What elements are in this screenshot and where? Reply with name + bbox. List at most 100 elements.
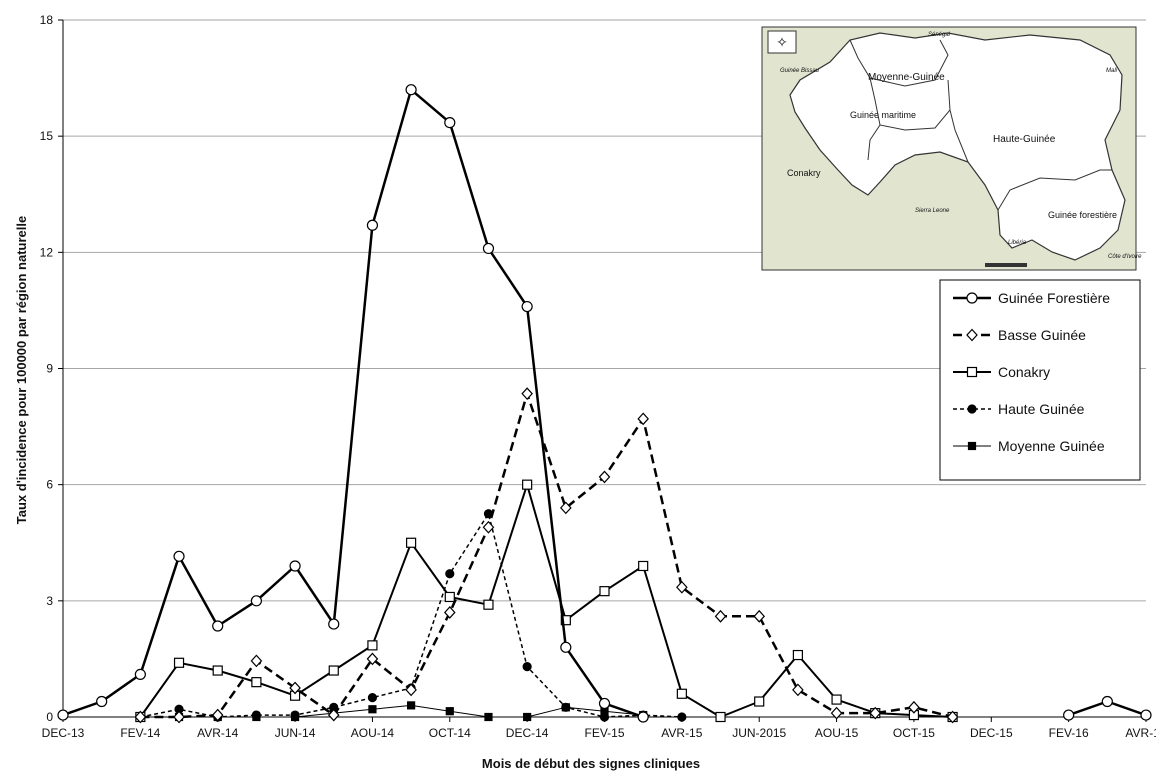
series-3-point-0-4 (290, 710, 300, 720)
series-1-point-0-0 (134, 710, 147, 724)
series-2-line-0 (139, 483, 953, 718)
y-axis-title: Taux d'incidence pour 100000 par région … (14, 216, 29, 524)
y-tick-label-2: 6 (46, 478, 53, 492)
y-tick-label-0: 0 (46, 710, 53, 724)
x-tick-label-8: AVR-15 (661, 726, 702, 740)
map-label-haute-guinee: Haute-Guinée (993, 134, 1056, 145)
y-tick-label-4: 12 (40, 245, 54, 259)
map-compass-icon: ✧ (776, 34, 788, 50)
map-label-liberia: Libéria (1008, 240, 1027, 246)
series-2-point-0-6 (367, 640, 378, 651)
inset-map: ✧ Moyenne-Guinée Guinée maritime Haute-G… (761, 26, 1142, 271)
series-1-point-0-14 (676, 580, 688, 594)
x-tick-label-7: FEV-15 (584, 726, 624, 740)
series-2-point-0-7 (406, 537, 417, 548)
series-2-point-0-15 (715, 711, 726, 723)
x-tick-label-1: FEV-14 (120, 726, 160, 740)
x-tick-label-4: AOU-14 (351, 726, 395, 740)
x-tick-labels: DEC-13 FEV-14 AVR-14 JUN-14 AOU-14 OCT-14 DEC-… (42, 726, 1156, 740)
x-tick-label-3: JUN-14 (275, 726, 316, 740)
series-1-point-0-8 (443, 606, 456, 619)
series-2-point-0-11 (560, 615, 571, 626)
series-2-point-0-17 (792, 649, 803, 661)
series-0-point-0-2 (134, 668, 146, 681)
y-tick-label-1: 3 (46, 594, 53, 608)
map-label-moyenne-guinee: Moyenne-Guinée (868, 72, 945, 83)
series-4-point-0-7 (407, 701, 416, 710)
legend-marker-0 (966, 292, 978, 304)
series-1-point-0-15 (714, 609, 727, 623)
series-2-point-0-16 (754, 696, 765, 707)
series-2-point-0-18 (831, 694, 842, 705)
y-tick-labels: 0 3 6 9 12 15 18 (40, 13, 54, 724)
series-1-point-0-16 (753, 609, 766, 623)
y-tick-label-5: 15 (40, 129, 54, 143)
y-tick-label-3: 9 (46, 362, 53, 376)
series-0-point-0-13 (560, 641, 572, 653)
series-4-point-0-8 (445, 707, 454, 716)
series-1-point-0-9 (482, 520, 495, 534)
series-1-point-0-1 (173, 710, 185, 724)
map-region-borders (849, 39, 1112, 211)
series-0-line-0 (62, 88, 644, 719)
legend-label-1: Basse Guinée (998, 327, 1086, 343)
series-1-point-0-4 (289, 681, 301, 695)
series-1-point-0-5 (327, 708, 340, 722)
series-0-point-1-0 (1063, 709, 1075, 721)
series-1 (134, 387, 959, 724)
series-0-point-0-15 (637, 711, 649, 723)
x-tick-label-12: DEC-15 (970, 726, 1013, 740)
series-1-point-0-17 (792, 683, 804, 697)
x-tick-label-13: FEV-16 (1049, 726, 1089, 740)
map-label-guinee-maritime: Guinée maritime (850, 110, 916, 120)
series-1-point-0-20 (908, 700, 920, 714)
x-tick-label-11: OCT-15 (893, 726, 935, 740)
x-tick-label-5: OCT-14 (429, 726, 471, 740)
series-0-point-0-5 (250, 595, 262, 607)
x-axis-title: Mois de début des signes cliniques (482, 756, 700, 771)
series-0-point-0-9 (405, 84, 417, 96)
series-0-point-0-7 (328, 618, 340, 630)
map-compass-box (767, 30, 797, 54)
series-1-point-0-10 (521, 387, 533, 401)
series-2-point-0-9 (483, 599, 494, 610)
x-tick-label-6: DEC-14 (506, 726, 549, 740)
x-tick-label-2: AVR-14 (197, 726, 238, 740)
series-0-point-0-14 (598, 697, 611, 710)
series-1-point-0-11 (560, 501, 572, 515)
legend-marker-1 (966, 328, 978, 342)
map-guinea-land (789, 32, 1126, 261)
legend: Guinée Forestière Basse Guinée Conakry Haut… (939, 279, 1141, 481)
legend-marker-3 (967, 404, 977, 414)
series-3-point-0-10 (522, 662, 532, 672)
series-1-point-0-19 (869, 706, 882, 720)
series-1-point-0-3 (250, 654, 263, 668)
series-3-point-0-12 (599, 712, 610, 722)
series-3-point-0-6 (367, 693, 378, 703)
legend-label-0: Guinée Forestière (998, 290, 1110, 306)
series-2-point-0-8 (444, 591, 455, 603)
map-label-senegal: Sénégal (928, 32, 951, 38)
series-0-point-0-0 (57, 709, 69, 721)
series-1-point-0-21 (946, 710, 959, 724)
series-0-point-0-12 (521, 300, 533, 313)
series-1-point-0-18 (830, 706, 843, 720)
series-0-point-0-3 (173, 550, 185, 562)
series-1-point-0-7 (405, 683, 417, 697)
series-3-point-0-3 (251, 710, 261, 720)
legend-label-3: Haute Guinée (998, 401, 1085, 417)
series-0-point-1-1 (1101, 695, 1113, 708)
series-2-point-0-10 (522, 479, 533, 490)
series-0-point-0-11 (482, 242, 495, 255)
series-0-point-0-8 (366, 219, 379, 231)
x-tick-label-14: AVR-16 (1125, 726, 1156, 740)
series-2-point-0-14 (676, 688, 687, 699)
series-1-line-0 (140, 392, 953, 719)
x-tick-label-9: JUN-2015 (732, 726, 786, 740)
gridlines (63, 19, 1146, 602)
series-3-point-0-11 (561, 702, 571, 712)
map-label-mali: Mali (1106, 68, 1118, 74)
series-1-point-0-2 (211, 708, 224, 722)
map-label-cote-divoire: Côte d'Ivoire (1108, 254, 1142, 260)
